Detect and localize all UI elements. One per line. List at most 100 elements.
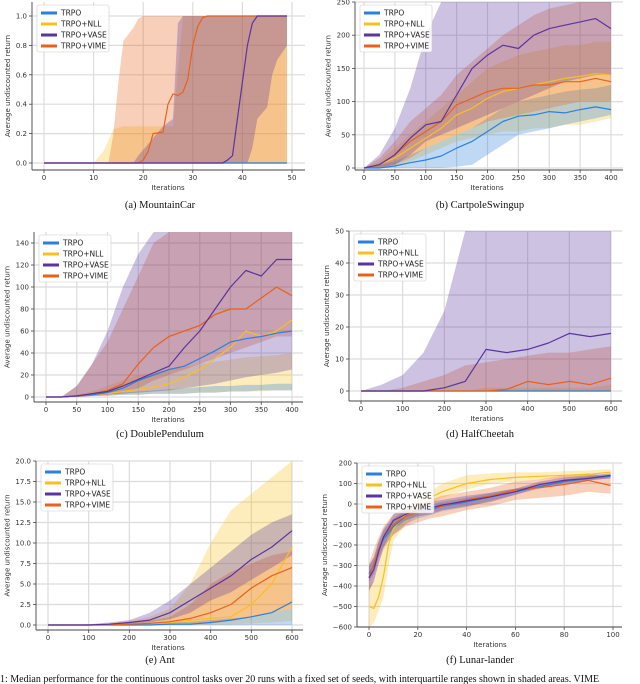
x-tick-label: 350: [573, 174, 586, 182]
x-tick-label: 250: [512, 174, 525, 182]
y-tick-label: 150: [337, 65, 350, 73]
y-axis-label: Average undiscounted return: [4, 35, 12, 137]
plot-area: [46, 232, 293, 398]
plot-area: [361, 231, 612, 392]
legend-label: TRPO+NLL: [385, 481, 427, 490]
chart-panel-0: 0 10 20 30 40 50 0.0 0.2 0.4 0.6 0.8 1.0 Iterations A…: [4, 2, 305, 211]
x-tick-label: 200: [162, 406, 175, 414]
y-tick-label: 0: [348, 501, 352, 509]
subfigure-caption: (c) DoublePendulum: [116, 429, 204, 440]
x-tick-label: 50: [288, 174, 297, 182]
x-tick-label: 50: [390, 174, 399, 182]
y-tick-label: 0: [340, 388, 344, 396]
x-tick-label: 20: [413, 631, 422, 639]
x-tick-label: 400: [604, 174, 617, 182]
y-tick-label: 40: [335, 260, 344, 268]
subfigure-caption: (a) MountainCar: [125, 200, 196, 211]
y-tick-label: 2.5: [20, 601, 31, 609]
y-tick-label: 10: [335, 356, 344, 364]
y-tick-label: 15.0: [15, 499, 31, 507]
y-tick-label: 0.0: [16, 160, 27, 168]
y-tick-label: 0.2: [16, 130, 27, 138]
chart-panel-2: 0 50 100 150 200 250 300 350 400 0 20 40 60 80 100 120 1…: [4, 232, 303, 440]
y-tick-label: 140: [16, 240, 29, 248]
y-tick-label: 0.0: [20, 622, 31, 630]
x-tick-label: 200: [123, 634, 136, 642]
band-trpo-nll: [361, 384, 611, 391]
legend-box: [361, 465, 435, 514]
x-tick-label: 600: [604, 405, 617, 413]
y-tick-label: 200: [339, 460, 352, 468]
line-trpo-vase: [361, 332, 612, 392]
y-tick-label: 80: [20, 306, 29, 314]
y-tick-label: 10.0: [15, 540, 31, 548]
legend-label: TRPO+NLL: [383, 20, 425, 29]
legend-label: TRPO+NLL: [62, 250, 104, 259]
y-tick-label: 0.8: [16, 42, 27, 50]
band-trpo-vase: [44, 16, 287, 163]
legend-label: TRPO+VASE: [383, 31, 430, 40]
line-trpo-vase: [363, 18, 612, 169]
y-tick-label: 7.5: [20, 560, 31, 568]
legend-label: TRPO: [377, 238, 398, 247]
x-axis-label: Iterations: [151, 644, 185, 652]
legend-box: [36, 4, 110, 53]
legend-label: TRPO+VASE: [377, 260, 424, 269]
line-trpo-vime: [363, 77, 612, 169]
band-trpo-nll: [48, 461, 292, 625]
x-tick-label: 0: [44, 406, 48, 414]
y-tick-label: 100: [339, 480, 352, 488]
y-tick-label: 50: [341, 131, 350, 139]
band-trpo-vime: [44, 16, 287, 163]
x-tick-label: 40: [462, 631, 471, 639]
y-tick-label: 200: [337, 32, 350, 40]
y-axis-label: Average undiscounted return: [321, 494, 329, 596]
x-tick-label: 0: [367, 631, 371, 639]
y-tick-label: −400: [333, 583, 352, 591]
y-tick-label: −600: [333, 624, 352, 632]
legend-label: TRPO+VIME: [377, 271, 423, 280]
x-tick-label: 150: [450, 174, 463, 182]
y-tick-label: −500: [333, 603, 352, 611]
x-tick-label: 0: [362, 174, 366, 182]
legend-label: TRPO+NLL: [60, 20, 102, 29]
x-tick-label: 30: [188, 174, 197, 182]
x-tick-label: 300: [543, 174, 556, 182]
y-axis-label: Average undiscounted return: [323, 265, 331, 367]
x-tick-label: 50: [72, 406, 81, 414]
x-tick-label: 100: [82, 634, 95, 642]
x-tick-label: 80: [560, 631, 569, 639]
x-axis-label: Iterations: [151, 184, 185, 192]
x-axis-label: Iterations: [473, 641, 507, 649]
y-tick-label: −100: [333, 521, 352, 529]
y-tick-label: 100: [337, 98, 350, 106]
y-tick-label: −200: [333, 542, 352, 550]
x-axis-label: Iterations: [470, 184, 504, 192]
y-axis-label: Average undiscounted return: [3, 494, 11, 596]
x-tick-label: 500: [563, 405, 576, 413]
x-axis-label: Iterations: [151, 416, 185, 424]
legend-label: TRPO+VIME: [60, 42, 106, 51]
band-trpo-vase: [361, 231, 611, 391]
line-trpo-vase: [44, 15, 287, 164]
legend-label: TRPO: [62, 239, 83, 248]
y-tick-label: 0: [25, 394, 29, 402]
band-trpo: [48, 608, 292, 625]
line-trpo-vime: [44, 15, 287, 164]
legend-box: [40, 463, 114, 512]
subfigure-caption: (b) CartpoleSwingup: [436, 200, 524, 211]
line-trpo: [364, 106, 612, 169]
x-tick-label: 100: [606, 631, 619, 639]
y-tick-label: 20: [335, 324, 344, 332]
y-axis-label: Average undiscounted return: [325, 35, 333, 137]
y-tick-label: 20.0: [15, 458, 31, 466]
x-tick-label: 400: [204, 634, 217, 642]
y-tick-label: 250: [337, 0, 350, 7]
x-tick-label: 100: [101, 406, 114, 414]
y-tick-label: 0: [346, 165, 350, 173]
legend-label: TRPO+VASE: [64, 490, 111, 499]
x-tick-label: 0: [42, 174, 46, 182]
band-trpo-nll: [364, 41, 611, 168]
chart-panel-5: 0 20 40 60 80 100 −600 −500 −400 −300 −200 −100 0 100…: [321, 460, 622, 666]
